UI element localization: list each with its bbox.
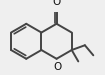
Text: O: O [53,62,62,72]
Text: O: O [52,0,61,7]
